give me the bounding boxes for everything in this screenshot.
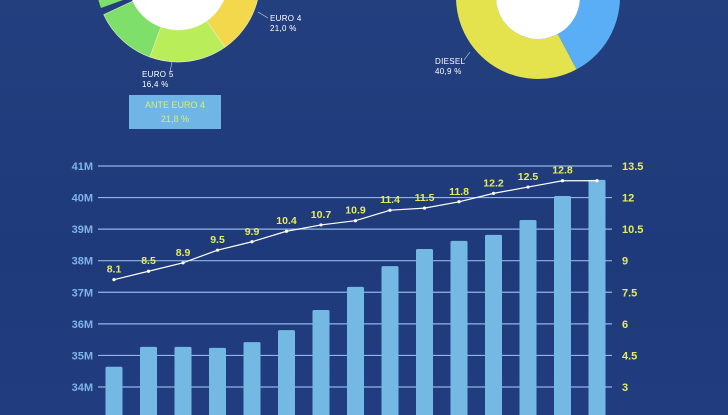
ante-euro4-name: ANTE EURO 4	[144, 100, 205, 110]
left-tick-label: 40M	[72, 193, 93, 205]
label-euro4-value: 21,0 %	[270, 24, 297, 33]
bar	[450, 240, 468, 415]
left-tick-label: 34M	[72, 382, 93, 394]
line-data-label: 12.2	[483, 177, 504, 189]
label-diesel-name: DIESEL	[435, 57, 466, 66]
line-point	[112, 278, 116, 282]
line-point	[353, 219, 358, 223]
line-data-label: 10.4	[276, 215, 297, 227]
right-tick-label: 10.5	[622, 224, 643, 236]
label-euro5-value: 16,4 %	[142, 80, 169, 89]
donut-right-slice	[456, 0, 577, 79]
left-tick-label: 39M	[72, 224, 93, 236]
line-point	[319, 223, 323, 227]
line-data-label: 9.5	[210, 234, 225, 246]
line-point	[491, 191, 496, 195]
line-data-label: 9.9	[245, 226, 260, 238]
label-euro4-name: EURO 4	[270, 14, 302, 23]
line-data-label: 8.5	[141, 255, 156, 267]
line-data-label: 11.4	[380, 194, 400, 206]
donut-left	[98, 0, 269, 73]
line-point	[250, 240, 254, 244]
bar	[347, 286, 364, 415]
label-euro5-name: EURO 5	[142, 70, 174, 79]
bar	[485, 234, 502, 415]
line-point	[560, 179, 565, 183]
line-data-label: 8.1	[107, 264, 122, 276]
line-point	[457, 200, 461, 204]
donut-right-center	[496, 0, 580, 39]
line-data-label: 11.8	[449, 186, 469, 198]
bar	[416, 249, 433, 415]
line-point	[526, 185, 530, 189]
bar	[312, 309, 330, 415]
line-point	[146, 269, 151, 273]
line-point	[388, 208, 392, 212]
line-data-label: 10.7	[311, 209, 332, 221]
line-point	[284, 229, 289, 233]
bar	[588, 179, 606, 415]
left-tick-label: 35M	[72, 350, 93, 362]
line-point	[181, 261, 185, 265]
donut-left-center	[132, 0, 224, 30]
bar	[519, 219, 537, 415]
bar	[140, 346, 157, 415]
bar	[174, 346, 192, 415]
line-data-label: 11.5	[415, 192, 435, 204]
right-tick-label: 9	[622, 256, 628, 268]
donut-right-slice	[557, 0, 620, 70]
line-point	[422, 206, 427, 210]
bar	[381, 266, 399, 415]
donut-left-slice	[206, 0, 258, 48]
left-tick-label: 41M	[72, 161, 93, 173]
right-tick-label: 13.5	[622, 161, 643, 173]
bar	[105, 366, 123, 415]
line-data-label: 12.5	[518, 171, 539, 183]
right-tick-label: 4.5	[622, 350, 637, 362]
donut-right	[456, 0, 620, 79]
label-euro4: EURO 4 21,0 %	[270, 14, 302, 34]
right-tick-label: 12	[622, 193, 634, 205]
ante-euro4-value: 21,8 %	[160, 114, 190, 124]
right-tick-label: 6	[622, 319, 628, 331]
bar	[278, 330, 295, 415]
combo-chart: 34M 35M 36M 37M 38M 39M 40M 41M 3 4.5 6 7.5 9 10.5 12 1…	[72, 161, 643, 415]
label-diesel-value: 40,9 %	[435, 67, 462, 76]
bar	[209, 347, 226, 415]
leader-line	[257, 11, 269, 19]
leader-line	[169, 61, 173, 73]
left-tick-label: 38M	[72, 256, 93, 268]
label-diesel: DIESEL 40,9 %	[435, 57, 465, 77]
line-data-label: 12.8	[552, 165, 573, 177]
left-tick-label: 37M	[72, 287, 93, 299]
line-point	[215, 248, 220, 252]
right-tick-label: 7.5	[622, 287, 637, 299]
line-data-label: 10.9	[345, 205, 366, 217]
line-point	[595, 179, 599, 183]
donut-left-slice	[98, 0, 124, 9]
leader-line	[463, 51, 471, 61]
right-tick-label: 3	[622, 382, 628, 394]
left-tick-label: 36M	[72, 319, 93, 331]
bar	[554, 195, 571, 415]
ante-euro4-box: ANTE EURO 4 21,8 %	[129, 95, 221, 129]
line-data-label: 8.9	[176, 247, 191, 259]
label-euro5: EURO 5 16,4 %	[142, 70, 174, 90]
bar	[243, 342, 261, 415]
